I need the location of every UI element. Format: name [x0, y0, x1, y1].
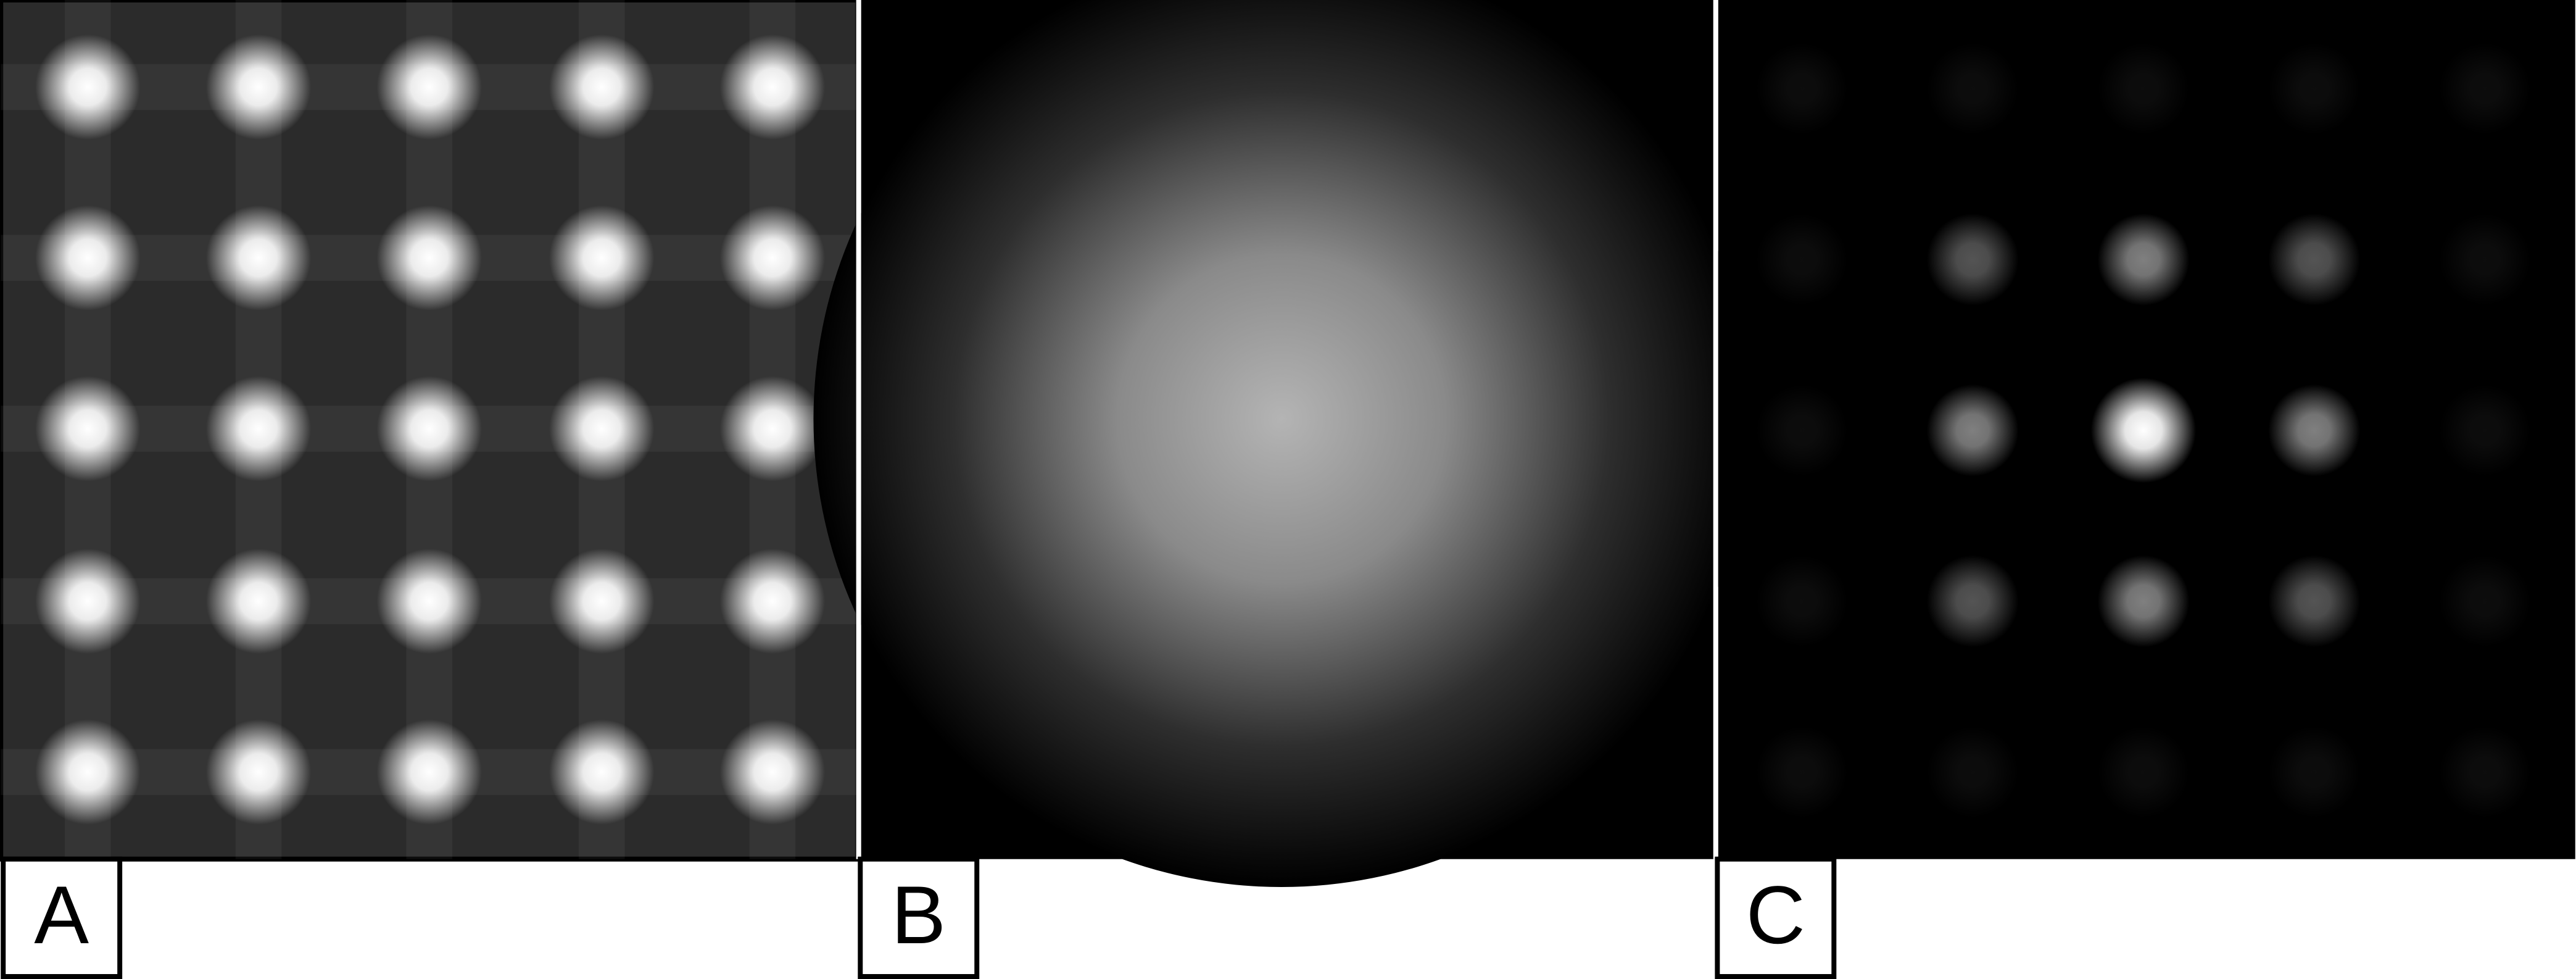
label-box [1, 856, 123, 979]
panel-label: A [34, 870, 89, 961]
spot [2438, 384, 2531, 477]
panel-b-blob [813, 0, 1750, 887]
spot [2097, 213, 2190, 306]
spot [2438, 555, 2531, 648]
spot [35, 376, 141, 481]
spot [2090, 378, 2197, 483]
spot [2438, 213, 2531, 306]
spot [2097, 555, 2190, 648]
spot [2268, 555, 2361, 648]
spot [2268, 43, 2361, 135]
spot [1926, 384, 2019, 477]
spot [719, 376, 826, 481]
panel-label: C [1746, 870, 1805, 961]
panel-a-spots [1, 0, 858, 859]
divider [1713, 0, 1718, 859]
spot [2268, 726, 2361, 819]
spot [35, 719, 141, 825]
spot [719, 548, 826, 654]
spot [376, 34, 482, 140]
spot [2438, 43, 2531, 135]
spot [205, 34, 312, 140]
spot [2097, 726, 2190, 819]
spot [549, 719, 655, 825]
spot [376, 205, 482, 310]
spot [549, 548, 655, 654]
spot [1755, 726, 1848, 819]
spot [719, 34, 826, 140]
spot [2268, 213, 2361, 306]
spot [1755, 213, 1848, 306]
spot [1926, 213, 2019, 306]
spot [376, 376, 482, 481]
spot [35, 34, 141, 140]
spot [2268, 384, 2361, 477]
spot [1755, 43, 1848, 135]
spot [2438, 726, 2531, 819]
spot [35, 548, 141, 654]
spot [549, 34, 655, 140]
spot [376, 548, 482, 654]
panel-label: B [891, 870, 946, 961]
spot [205, 719, 312, 825]
divider [856, 0, 861, 859]
label-box [858, 856, 980, 979]
spot [205, 548, 312, 654]
spot [2097, 43, 2190, 135]
spot [719, 719, 826, 825]
spot [1755, 384, 1848, 477]
spot [719, 205, 826, 310]
label-box [1715, 856, 1837, 979]
spot [1755, 555, 1848, 648]
spot [205, 205, 312, 310]
spot [1926, 726, 2019, 819]
spot [1926, 555, 2019, 648]
spot [549, 376, 655, 481]
spot [376, 719, 482, 825]
panel-c-spots [1755, 43, 2531, 819]
spot [549, 205, 655, 310]
spot [1926, 43, 2019, 135]
spot [35, 205, 141, 310]
spot [205, 376, 312, 481]
